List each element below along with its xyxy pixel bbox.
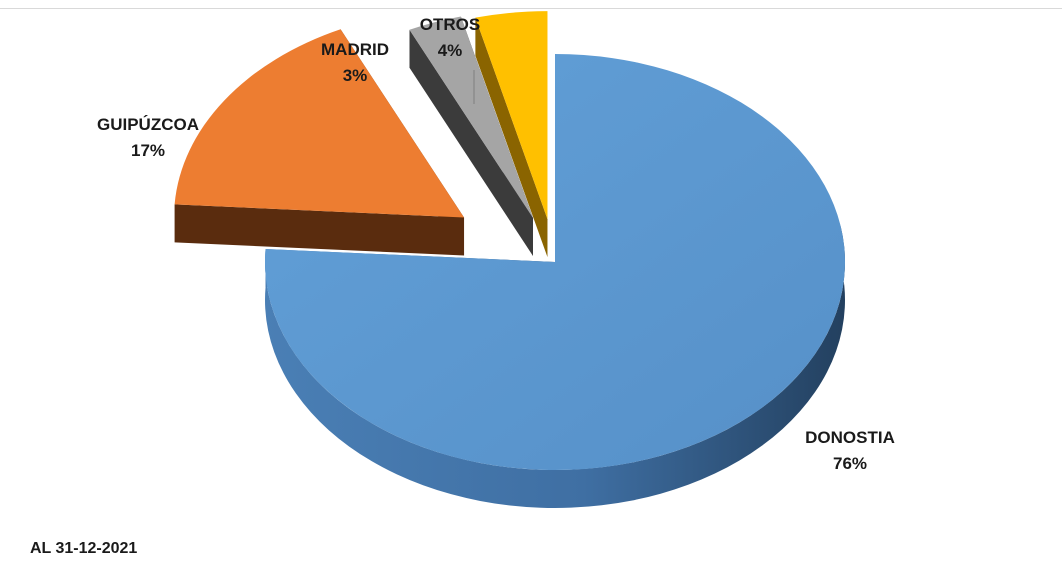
- pie-slice-guipúzcoa: [174, 29, 465, 256]
- slice-top: [265, 54, 845, 470]
- slices-layer: [174, 11, 845, 508]
- slice-top: [409, 16, 533, 218]
- slice-side-wall: [475, 17, 548, 258]
- slice-value-madrid: 3%: [343, 66, 368, 85]
- pie-slice-otros: [475, 11, 548, 258]
- top-divider: [0, 8, 1062, 9]
- slice-value-guipúzcoa: 17%: [131, 141, 165, 160]
- date-footnote: AL 31-12-2021: [30, 540, 138, 557]
- pie-slice-donostia: [265, 54, 845, 508]
- slice-top: [174, 29, 465, 218]
- slice-value-otros: 4%: [438, 41, 463, 60]
- slice-label-madrid: MADRID: [321, 40, 389, 59]
- pie-slice-madrid: [409, 16, 533, 256]
- slice-label-donostia: DONOSTIA: [805, 428, 895, 447]
- slice-label-otros: OTROS: [420, 15, 480, 34]
- slice-value-donostia: 76%: [833, 454, 867, 473]
- slice-label-guipúzcoa: GUIPÚZCOA: [97, 115, 199, 134]
- slice-side-wall: [174, 204, 465, 256]
- slice-side-wall: [409, 29, 533, 256]
- labels-layer: DONOSTIA 76% GUIPÚZCOA 17% MADRID 3% OTROS 4%: [97, 15, 895, 473]
- slice-top: [475, 11, 548, 220]
